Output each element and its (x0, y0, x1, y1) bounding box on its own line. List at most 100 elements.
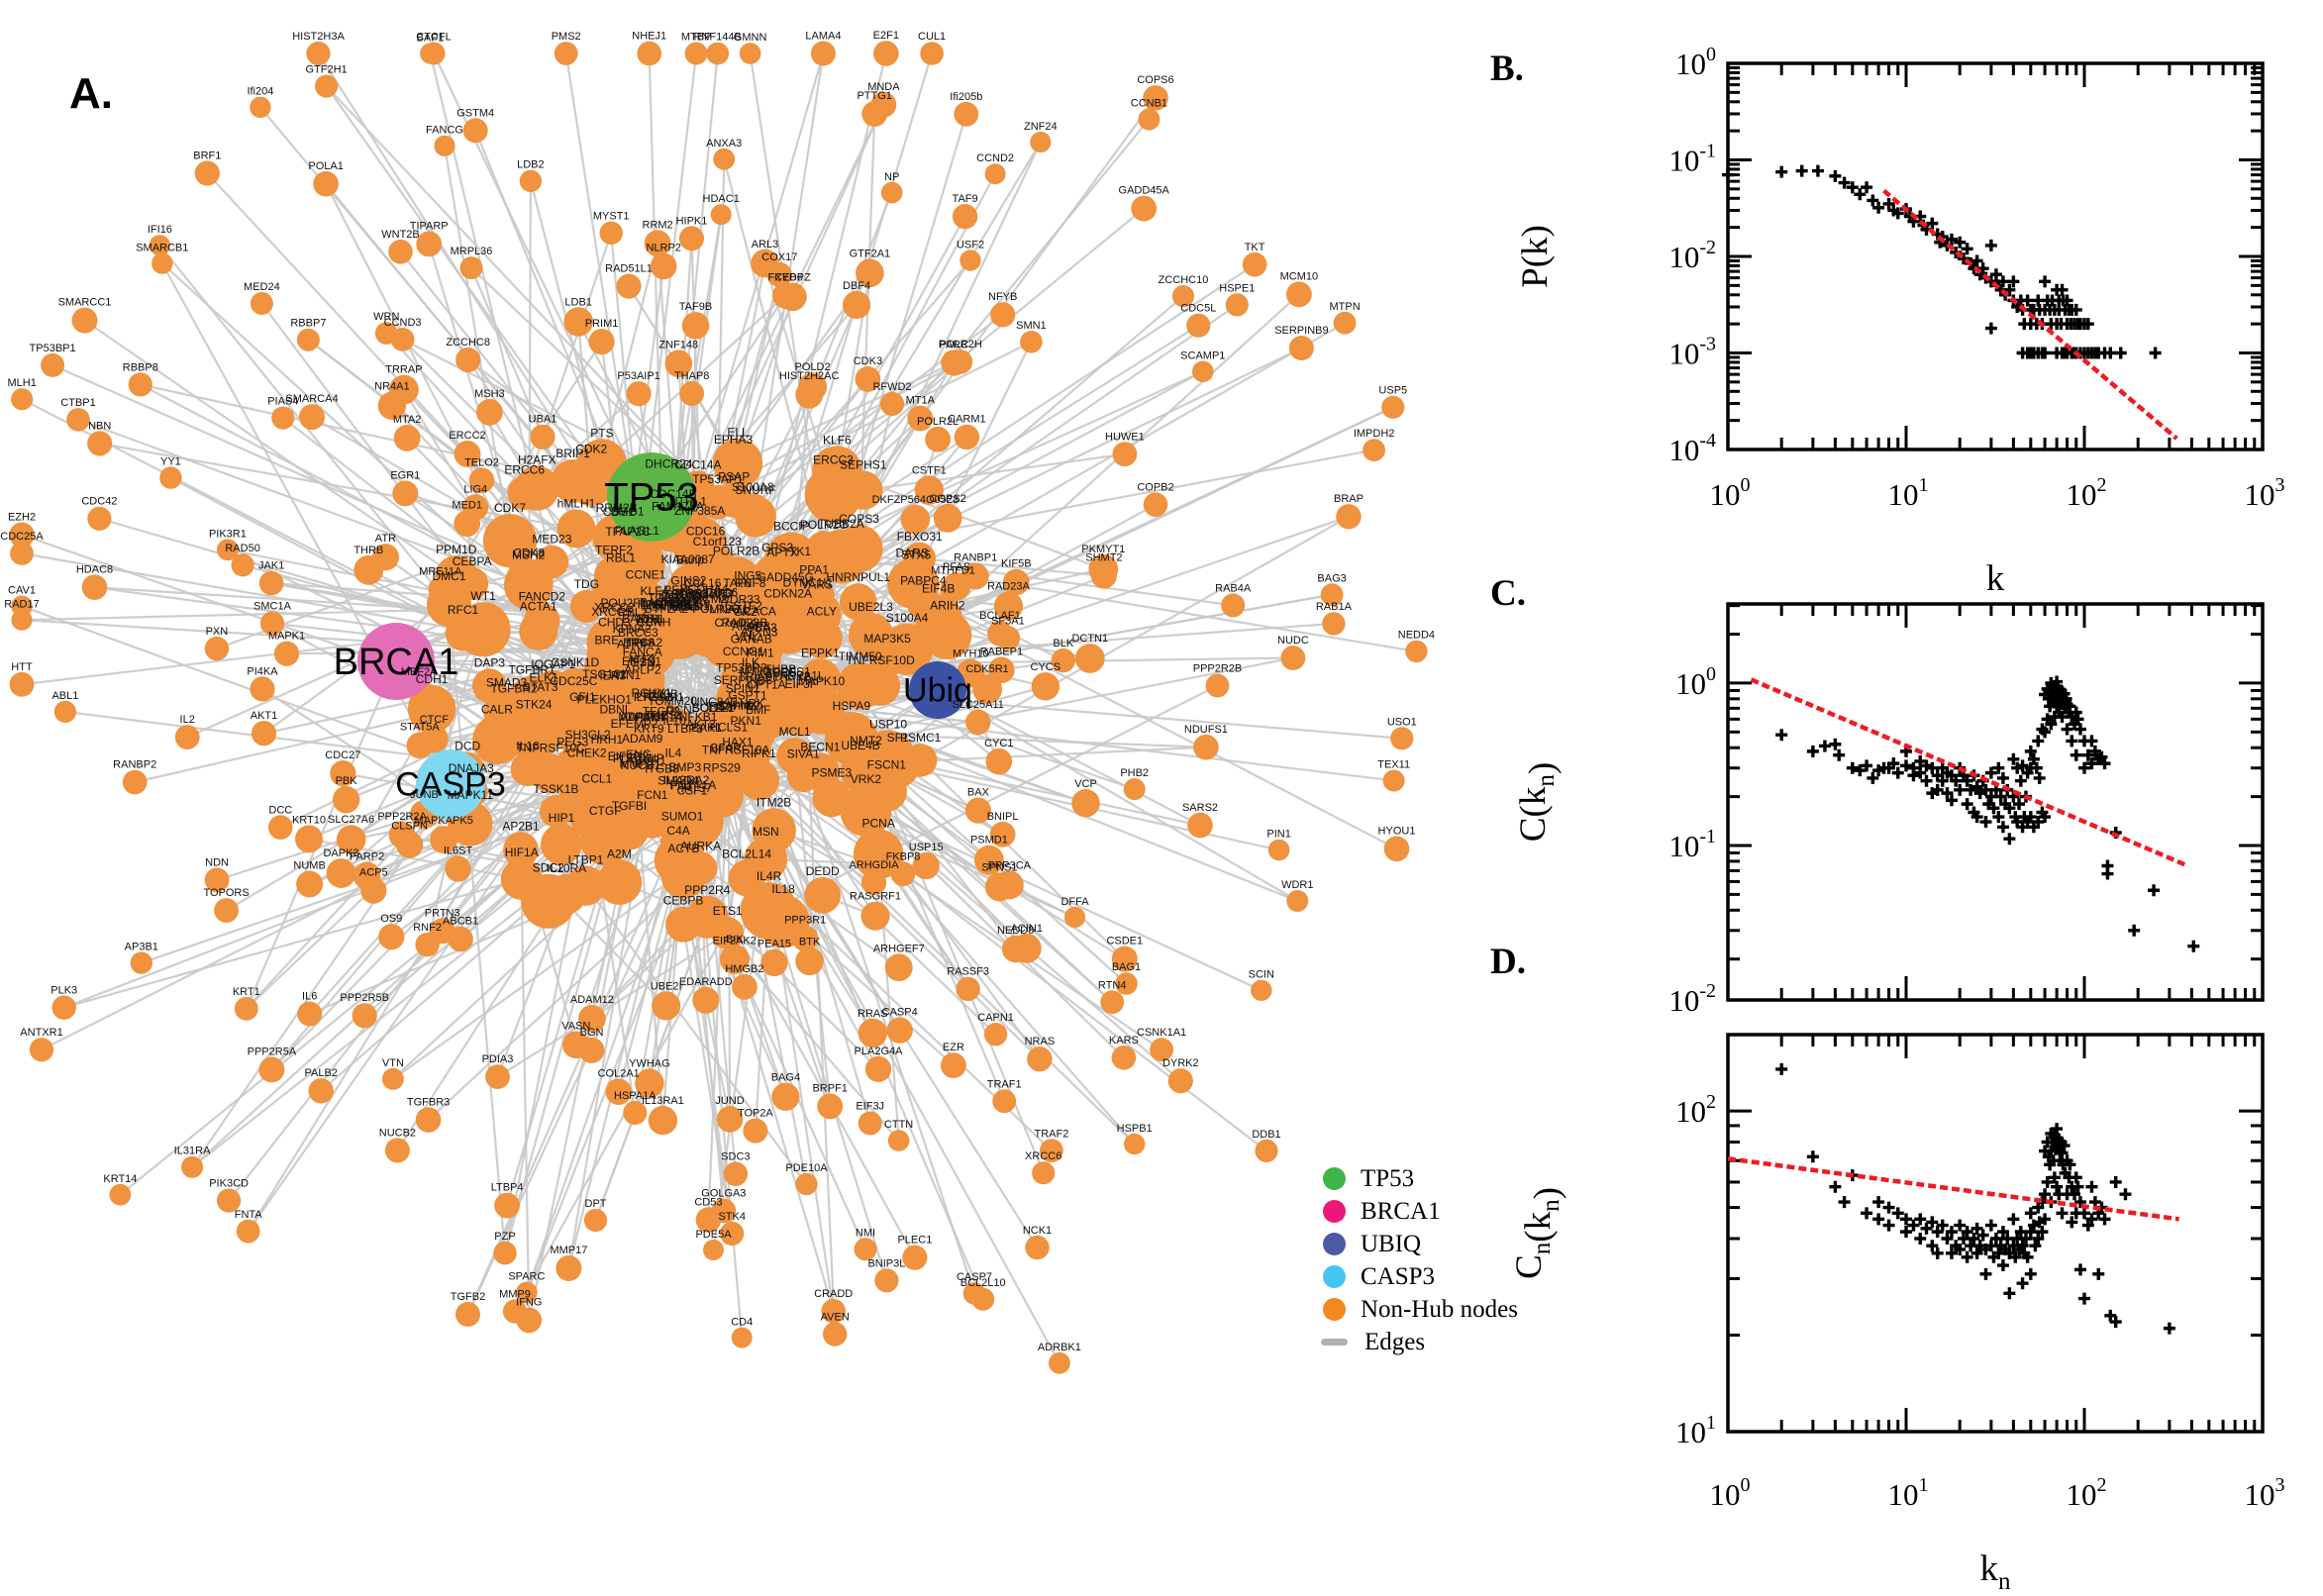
scatter-point (1887, 204, 1900, 217)
node-label: TGFB2 (451, 1291, 485, 1303)
node-label: ELK1 (530, 670, 559, 684)
node-label: BRF1 (193, 150, 221, 161)
scatter-point (2016, 347, 2029, 359)
scatter-point (2032, 816, 2045, 829)
node-label: XPO5 (765, 665, 797, 679)
node-label: ATN1 (611, 668, 641, 682)
network-node (268, 815, 293, 840)
node-label: SMAD4 (657, 774, 699, 788)
scatter-point (1989, 268, 2002, 281)
network-node (1030, 131, 1052, 153)
network-node (886, 1017, 913, 1044)
node-label: CTTN (884, 1119, 913, 1131)
node-label: MAGED1 (659, 599, 710, 613)
hub-label-tp53: TP53 (604, 476, 699, 520)
node-label: HIST2H3A (292, 31, 345, 43)
network-node (684, 42, 708, 65)
node-label: PPA1 (799, 563, 829, 577)
network-node (455, 566, 489, 601)
network-node (519, 169, 543, 192)
network-edge (169, 476, 576, 694)
network-node (454, 441, 481, 467)
node-label: PIK3R1 (209, 528, 247, 540)
node-label: DEDD (806, 864, 840, 878)
network-node (954, 101, 979, 127)
network-node (295, 825, 323, 853)
scatter-point (1996, 275, 2009, 288)
scatter-point (2163, 1322, 2175, 1335)
node-label: Banp (676, 553, 704, 567)
network-node (583, 1208, 608, 1233)
scatter-point (1970, 1247, 1983, 1259)
node-label: S100B (643, 687, 678, 701)
node-label: NDUFS1 (1184, 724, 1228, 736)
node-label: H2AFX (518, 452, 556, 466)
node-label: CSF1 (676, 784, 707, 798)
node-label: EIF3F (784, 677, 817, 691)
node-label: LIG4 (463, 483, 487, 495)
network-node (122, 769, 148, 795)
scatter-point (1970, 811, 1983, 824)
scatter-point (1838, 176, 1851, 189)
panel-a-label: A. (69, 69, 113, 118)
node-label: ADRBK1 (1038, 1342, 1081, 1353)
network-node (296, 870, 324, 898)
node-label: hMLH1 (557, 497, 596, 511)
node-label: CDK2 (575, 442, 607, 455)
network-node (650, 252, 677, 280)
hub-node-tp53 (607, 452, 696, 542)
network-node (1040, 1139, 1063, 1162)
scatter-point (2036, 806, 2049, 819)
node-label: MRGBP (658, 590, 702, 604)
node-label: CSTF2 (725, 599, 762, 613)
node-label: MAPK1 (268, 631, 305, 643)
scatter-point (2039, 1213, 2052, 1226)
network-node (990, 302, 1016, 328)
network-node (516, 1281, 538, 1304)
scatter-point (2063, 1171, 2075, 1184)
node-label: RPS29 (703, 761, 741, 775)
network-node (204, 867, 230, 893)
network-node (596, 859, 643, 905)
node-label: IL6ST (444, 845, 473, 856)
scatter-point (2039, 1145, 2052, 1157)
network-node (860, 901, 890, 931)
scatter-point (1846, 761, 1859, 774)
scatter-point (2114, 347, 2127, 359)
node-label: IL4 (665, 747, 682, 760)
node-label: BMP3 (669, 760, 702, 774)
network-node (644, 230, 671, 257)
node-label: ELL (727, 426, 749, 440)
network-node (315, 74, 339, 98)
node-label: TELO2 (464, 456, 499, 468)
scatter-point (2007, 752, 2020, 765)
node-label: MRPL36 (451, 246, 493, 257)
scatter-point (1945, 794, 1958, 807)
network-node (250, 292, 273, 315)
node-label: XRCC2 (594, 600, 635, 614)
network-node (41, 352, 65, 377)
scatter-point (1775, 165, 1788, 178)
scatter-point (2061, 318, 2073, 331)
panel-c-plot: 100 10-1 10-2 C(kn) (1513, 602, 2265, 1018)
scatter-point (1829, 169, 1842, 182)
node-label: PI4KA (247, 665, 278, 677)
y-axis-title: C(kn) (1513, 762, 1563, 842)
network-node (652, 991, 681, 1021)
scatter-point (1965, 1240, 1977, 1252)
scatter-point (2047, 696, 2060, 709)
node-label: KIF5B (1001, 558, 1032, 570)
scatter-point (1795, 164, 1808, 177)
network-node (1333, 311, 1357, 335)
network-node (422, 42, 446, 65)
node-label: RASSF3 (947, 966, 989, 978)
node-label: BCL2L1 (692, 701, 736, 715)
node-label: MMP17 (550, 1245, 587, 1256)
node-label: Dynlrb2 (720, 699, 761, 713)
network-node (258, 570, 284, 596)
scatter-point (2041, 1175, 2054, 1188)
scatter-point (2051, 700, 2064, 713)
network-node (130, 951, 152, 974)
network-node (692, 986, 720, 1014)
